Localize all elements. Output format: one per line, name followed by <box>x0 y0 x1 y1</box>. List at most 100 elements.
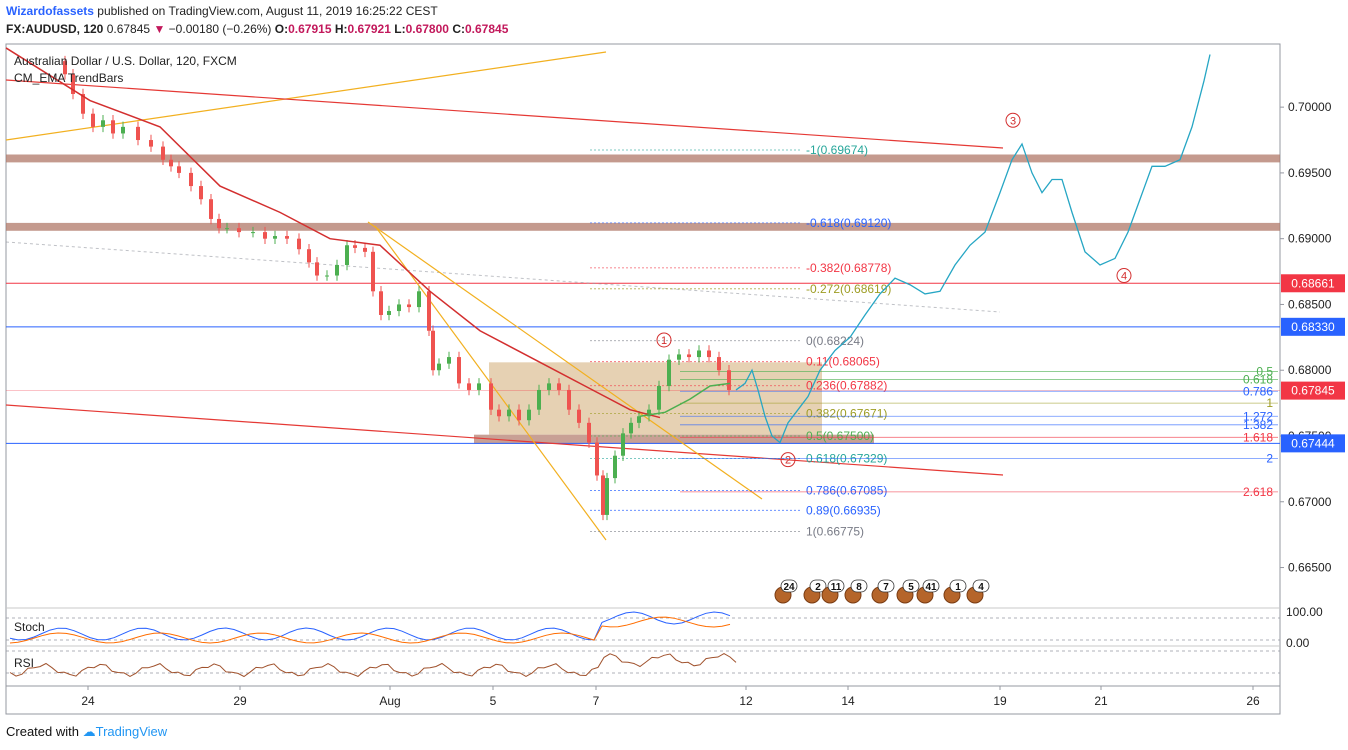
candle-body <box>71 74 75 94</box>
candle-body <box>477 383 481 390</box>
channel-upper-line <box>367 221 763 500</box>
candle-body <box>717 357 721 371</box>
candle-body <box>111 120 115 134</box>
candle-body <box>417 291 421 308</box>
candle-body <box>315 262 319 276</box>
price-tag-label: 0.68661 <box>1291 276 1335 290</box>
event-count: 24 <box>783 582 795 593</box>
candle-body <box>237 228 241 233</box>
resistance-zone-upper <box>6 154 1280 163</box>
fib-level-label: 0.5(0.67500) <box>806 429 874 443</box>
publisher-link[interactable]: Wizardofassets <box>6 4 94 18</box>
event-count-badge <box>827 579 845 593</box>
fib-extension-label: 1.382 <box>1243 418 1273 432</box>
candle-body <box>363 247 367 252</box>
candle-body <box>677 354 681 360</box>
legend-title: Australian Dollar / U.S. Dollar, 120, FX… <box>14 54 237 68</box>
time-tick-label: Aug <box>379 694 400 708</box>
price-tick-label: 0.67000 <box>1288 495 1332 509</box>
economic-events: 24 2 11 8 7 5 41 1 4 <box>774 579 990 604</box>
candle-body <box>637 416 641 423</box>
time-tick-label: 24 <box>81 694 95 708</box>
candle-body <box>251 232 255 234</box>
candle-body <box>345 245 349 265</box>
candle-body <box>547 383 551 390</box>
event-count-badge <box>902 579 920 593</box>
candle-body <box>527 409 531 421</box>
candle-body <box>567 389 571 410</box>
event-count: 41 <box>925 582 937 593</box>
event-count: 5 <box>908 582 914 593</box>
candle-body <box>225 228 229 230</box>
price-tags: 0.68661 0.68330 0.67845 0.67444 <box>1281 274 1345 453</box>
time-axis[interactable]: 24 29 Aug 5 7 12 14 19 21 26 <box>81 686 1260 708</box>
candle-body <box>63 61 67 75</box>
price-axis[interactable]: 0.700000.695000.690000.685000.680000.675… <box>1280 100 1332 575</box>
candle-body <box>489 383 493 410</box>
event-count: 1 <box>955 582 961 593</box>
candle-body <box>335 264 339 276</box>
candle-body <box>687 354 691 358</box>
candle-body <box>557 383 561 390</box>
wave-label: 4 <box>1121 271 1127 283</box>
candle-body <box>209 199 213 219</box>
open-value: 0.67915 <box>288 22 332 36</box>
candle-body <box>707 350 711 358</box>
candle-body <box>371 251 375 292</box>
rsi-label: RSI <box>14 656 34 670</box>
wave-marker <box>1116 268 1132 284</box>
stoch-tick-100: 100.00 <box>1286 605 1323 619</box>
fib-extension-label: 0.5 <box>1256 365 1273 379</box>
candle-body <box>81 93 85 114</box>
time-tick-label: 29 <box>233 694 247 708</box>
open-label: O: <box>274 22 289 36</box>
candle-body <box>307 249 311 263</box>
publish-line: Wizardofassets published on TradingView.… <box>6 4 438 18</box>
supply-demand-zones <box>6 154 1280 444</box>
candle-body <box>629 422 633 434</box>
candle-body <box>91 113 95 127</box>
fib-extension-label: 1 <box>1266 396 1273 410</box>
event-count: 2 <box>815 582 821 593</box>
candle-body <box>447 357 451 364</box>
low-value: 0.67800 <box>405 22 449 36</box>
candle-body <box>595 442 599 476</box>
time-tick-label: 7 <box>593 694 600 708</box>
time-tick-label: 12 <box>739 694 753 708</box>
red-downtrend-line-upper <box>5 79 1004 149</box>
candle-body <box>587 422 591 443</box>
wave-marker <box>780 452 796 468</box>
wave-label: 2 <box>785 455 791 467</box>
event-count-badge <box>922 579 940 593</box>
price-tag-box <box>1281 274 1345 293</box>
candle-body <box>397 304 401 312</box>
chart-header: Wizardofassets published on TradingView.… <box>6 4 1336 44</box>
fib-extension-label: 0.618 <box>1243 372 1273 386</box>
event-count: 11 <box>831 582 842 593</box>
event-count: 4 <box>978 582 984 593</box>
candle-body <box>601 475 605 515</box>
candle-body <box>431 330 435 371</box>
candle-body <box>177 166 181 173</box>
candle-body <box>657 386 661 410</box>
stoch-pane: Stoch 100.00 0.00 <box>6 605 1323 650</box>
drawing-lines <box>5 51 1280 541</box>
rsi-line <box>9 653 737 678</box>
candle-body <box>667 359 671 387</box>
event-count-badge <box>809 579 827 593</box>
time-tick-label: 19 <box>993 694 1007 708</box>
candle-body <box>467 383 471 390</box>
event-count-badge <box>850 579 868 593</box>
price-tag-box <box>1281 381 1345 400</box>
close-value: 0.67845 <box>464 22 509 36</box>
resistance-zone-lower <box>6 222 1280 231</box>
fib-level-label: -1(0.69674) <box>806 143 868 157</box>
wave-label: 3 <box>1010 115 1016 127</box>
tradingview-brand[interactable]: TradingView <box>95 724 168 739</box>
created-with-text: Created with <box>6 724 79 739</box>
candle-body <box>621 433 625 456</box>
candle-body <box>273 236 277 239</box>
price-tag-box <box>1281 434 1345 453</box>
fib-level-label: 0.11(0.68065) <box>806 355 880 369</box>
